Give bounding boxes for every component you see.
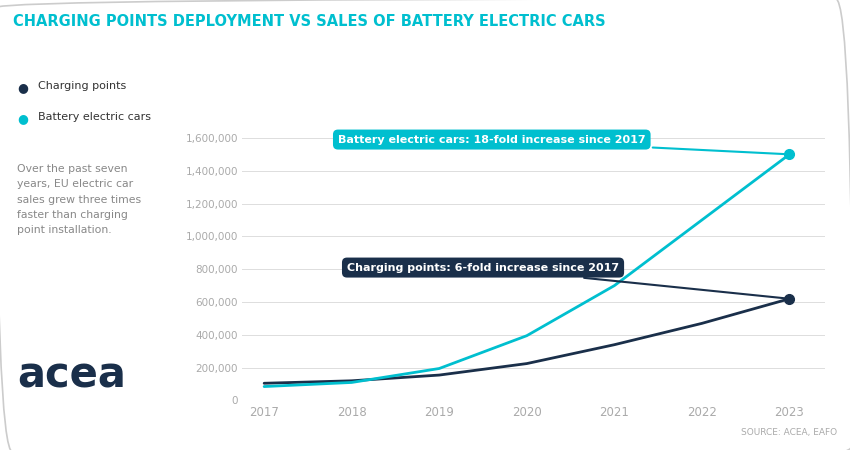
Text: Charging points: 6-fold increase since 2017: Charging points: 6-fold increase since 2… [347,262,787,298]
Text: ●: ● [17,81,28,94]
Text: ●: ● [17,112,28,126]
Text: Charging points: Charging points [38,81,127,91]
Text: Battery electric cars: 18-fold increase since 2017: Battery electric cars: 18-fold increase … [338,135,787,154]
Text: CHARGING POINTS DEPLOYMENT VS SALES OF BATTERY ELECTRIC CARS: CHARGING POINTS DEPLOYMENT VS SALES OF B… [13,14,605,28]
Text: acea: acea [17,354,126,396]
Text: SOURCE: ACEA, EAFO: SOURCE: ACEA, EAFO [741,428,837,436]
Text: Over the past seven
years, EU electric car
sales grew three times
faster than ch: Over the past seven years, EU electric c… [17,164,141,235]
Text: Battery electric cars: Battery electric cars [38,112,151,122]
